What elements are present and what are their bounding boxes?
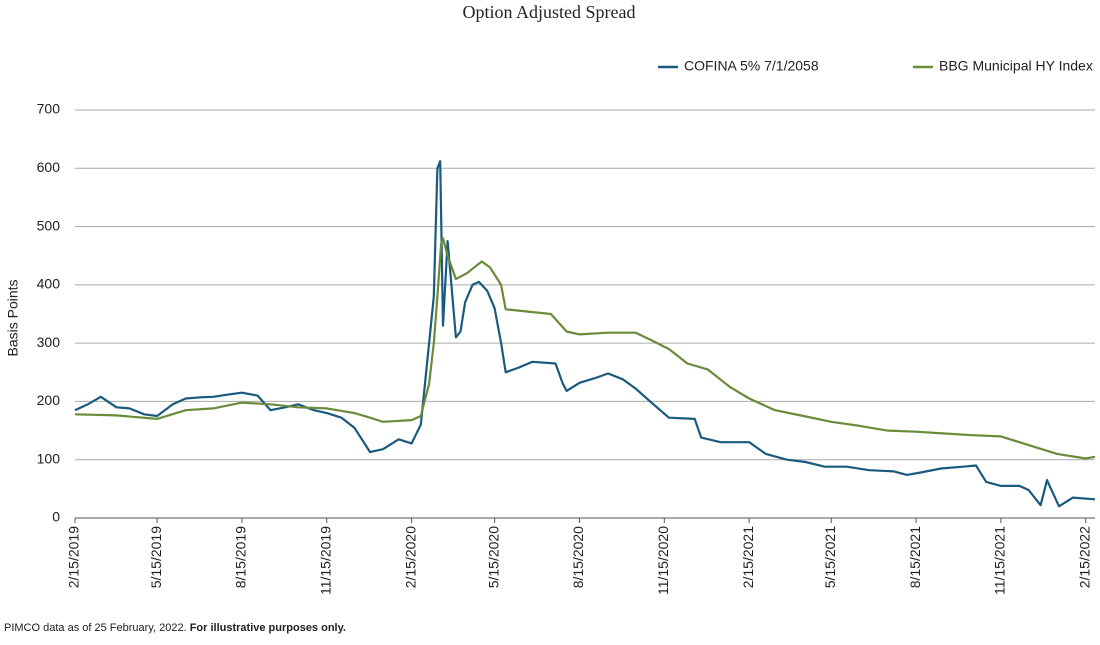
- x-tick-label: 2/15/2019: [66, 526, 82, 588]
- legend-label: BBG Municipal HY Index: [939, 58, 1093, 74]
- y-tick-label: 500: [37, 217, 61, 233]
- y-tick-label: 400: [37, 276, 61, 292]
- x-tick-label: 5/15/2019: [148, 526, 164, 588]
- series-line: [74, 237, 1096, 460]
- chart-title: Option Adjusted Spread: [463, 2, 636, 22]
- footnote: PIMCO data as of 25 February, 2022. For …: [4, 622, 346, 634]
- legend-label: COFINA 5% 7/1/2058: [684, 58, 819, 74]
- x-tick-label: 2/15/2021: [740, 526, 756, 588]
- y-tick-label: 100: [37, 450, 61, 466]
- x-tick-label: 8/15/2021: [907, 526, 923, 588]
- x-tick-label: 5/15/2020: [485, 526, 501, 588]
- footnote-text: PIMCO data as of 25 February, 2022.: [4, 622, 187, 634]
- x-tick-label: 11/15/2021: [992, 526, 1008, 595]
- y-tick-label: 0: [52, 509, 60, 525]
- x-tick-label: 2/15/2022: [1076, 526, 1092, 588]
- series-line: [74, 160, 1096, 508]
- x-tick-label: 11/15/2020: [655, 526, 671, 595]
- x-tick-label: 11/15/2019: [317, 526, 333, 595]
- x-tick-label: 2/15/2020: [402, 526, 418, 588]
- y-tick-label: 600: [37, 159, 61, 175]
- x-tick-label: 5/15/2021: [822, 526, 838, 588]
- footnote-bold: For illustrative purposes only.: [190, 622, 346, 634]
- y-tick-label: 300: [37, 334, 61, 350]
- y-tick-label: 700: [37, 101, 61, 117]
- y-axis-label: Basis Points: [5, 279, 21, 356]
- x-tick-label: 8/15/2019: [233, 526, 249, 588]
- x-tick-label: 8/15/2020: [570, 526, 586, 588]
- y-tick-label: 200: [37, 392, 61, 408]
